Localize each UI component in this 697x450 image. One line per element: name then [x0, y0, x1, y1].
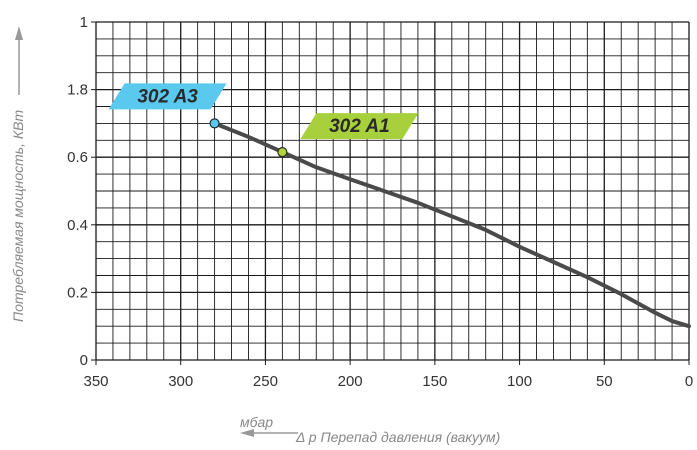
y-tick-label: 0 [80, 352, 88, 369]
x-tick-label: 250 [253, 373, 278, 390]
y-tick-label: 1.8 [67, 82, 88, 99]
annotation-badge [300, 113, 419, 140]
series-line [212, 121, 691, 329]
y-tick-label: 0.6 [67, 149, 88, 166]
x-axis-arrow-head [240, 429, 254, 437]
x-tick-label: 0 [685, 373, 693, 390]
y-axis-title-group: Потребляемая мощность, КВт [10, 26, 26, 322]
x-tick-label: 300 [168, 373, 193, 390]
x-tick-label: 50 [596, 373, 613, 390]
y-tick-label: 1 [80, 14, 88, 31]
data-point-marker [209, 118, 220, 129]
x-axis-title: Δ p Перепад давления (вакуум) [295, 429, 500, 445]
annotation-label: 302 A3 [108, 83, 227, 110]
y-tick-label: 0.2 [67, 284, 88, 301]
annotation-badge [108, 83, 227, 110]
x-axis-title-group: мбар Δ p Перепад давления (вакуум) [240, 414, 500, 445]
annotations: 302 A3 302 A1 [108, 83, 419, 158]
y-axis-title: Потребляемая мощность, КВт [10, 109, 26, 322]
y-tick-label: 0.4 [67, 217, 88, 234]
x-tick-labels: 350 300 250 200 150 100 50 0 [83, 373, 693, 390]
grid-minor [96, 22, 689, 360]
annotation-label: 302 A1 [300, 113, 419, 140]
y-axis-arrow-head [15, 26, 23, 40]
y-tick-labels: 0 0.2 0.4 0.6 1.8 1 [67, 14, 88, 369]
annotation-text: 302 A1 [329, 116, 390, 137]
data-point-marker [277, 147, 288, 158]
x-tick-label: 200 [338, 373, 363, 390]
x-tick-label: 350 [83, 373, 108, 390]
x-tick-label: 150 [422, 373, 447, 390]
x-axis-unit: мбар [240, 414, 273, 430]
x-tick-label: 100 [507, 373, 532, 390]
annotation-text: 302 A3 [137, 86, 198, 107]
